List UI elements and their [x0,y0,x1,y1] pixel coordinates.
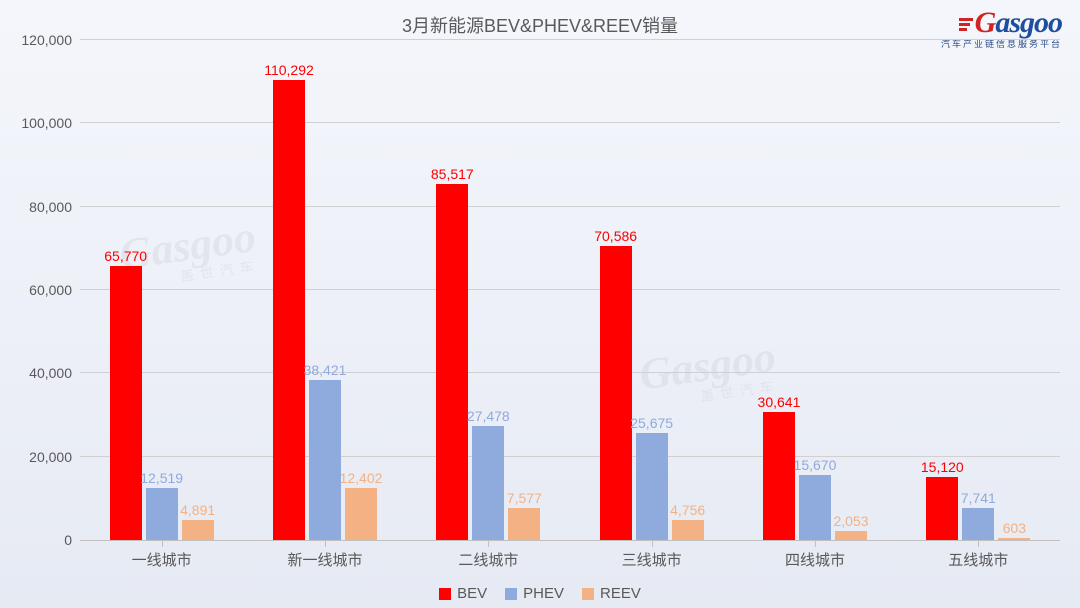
bar-reev: 7,577 [508,508,540,540]
bar-value-label: 15,120 [921,459,964,475]
bar-value-label: 65,770 [104,248,147,264]
bar-value-label: 603 [1003,520,1026,536]
x-tick-label: 四线城市 [733,541,896,570]
y-tick-label: 100,000 [21,115,72,131]
y-tick-label: 0 [64,532,72,548]
bar-bev: 110,292 [273,80,305,540]
legend-swatch [582,588,594,600]
bar-phev: 15,670 [799,475,831,540]
legend: BEV PHEV REEV [0,585,1080,602]
legend-item-phev: PHEV [505,585,564,602]
bar-value-label: 25,675 [630,415,673,431]
bar-reev: 2,053 [835,531,867,540]
bar-value-label: 12,402 [340,470,383,486]
bar-groups: 65,77012,5194,891110,29238,42112,40285,5… [80,40,1060,540]
y-tick-label: 20,000 [29,449,72,465]
bar-phev: 25,675 [636,433,668,540]
legend-item-reev: REEV [582,585,641,602]
bar-group: 110,29238,42112,402 [243,40,406,540]
bar-value-label: 85,517 [431,166,474,182]
bar-bev: 65,770 [110,266,142,540]
chart-container: 3月新能源BEV&PHEV&REEV销量 Gasgoo 汽车产业链信息服务平台 … [0,0,1080,608]
x-tick-label: 新一线城市 [243,541,406,570]
y-tick-label: 120,000 [21,32,72,48]
x-tick-label: 一线城市 [80,541,243,570]
bar-bev: 70,586 [600,246,632,540]
bar-reev: 4,891 [182,520,214,540]
bar-value-label: 27,478 [467,408,510,424]
bar-phev: 12,519 [146,488,178,540]
bar-phev: 38,421 [309,380,341,540]
bar-value-label: 38,421 [304,362,347,378]
chart-title: 3月新能源BEV&PHEV&REEV销量 [0,12,1080,38]
bar-value-label: 12,519 [140,470,183,486]
bar-reev: 12,402 [345,488,377,540]
legend-item-bev: BEV [439,585,487,602]
plot-area: 020,00040,00060,00080,000100,000120,000 … [80,40,1060,540]
y-tick-label: 60,000 [29,282,72,298]
x-tick-label: 五线城市 [897,541,1060,570]
y-tick-label: 80,000 [29,199,72,215]
bar-bev: 30,641 [763,412,795,540]
legend-label: PHEV [523,585,564,602]
bar-value-label: 2,053 [833,513,868,529]
legend-swatch [439,588,451,600]
bar-value-label: 4,756 [670,502,705,518]
bar-group: 15,1207,741603 [897,40,1060,540]
legend-label: REEV [600,585,641,602]
bar-value-label: 110,292 [264,62,314,78]
legend-swatch [505,588,517,600]
bar-value-label: 15,670 [794,457,837,473]
bar-group: 30,64115,6702,053 [733,40,896,540]
legend-label: BEV [457,585,487,602]
bar-group: 65,77012,5194,891 [80,40,243,540]
bar-phev: 27,478 [472,426,504,540]
bar-group: 70,58625,6754,756 [570,40,733,540]
y-tick-label: 40,000 [29,365,72,381]
x-tick-label: 二线城市 [407,541,570,570]
bar-value-label: 7,741 [961,490,996,506]
bar-value-label: 30,641 [758,394,801,410]
bar-phev: 7,741 [962,508,994,540]
x-axis: 一线城市新一线城市二线城市三线城市四线城市五线城市 [80,540,1060,570]
bar-value-label: 4,891 [180,502,215,518]
bar-bev: 15,120 [926,477,958,540]
bar-bev: 85,517 [436,184,468,540]
x-tick-label: 三线城市 [570,541,733,570]
bar-group: 85,51727,4787,577 [407,40,570,540]
bar-value-label: 70,586 [594,228,637,244]
bar-value-label: 7,577 [507,490,542,506]
bar-reev: 4,756 [672,520,704,540]
